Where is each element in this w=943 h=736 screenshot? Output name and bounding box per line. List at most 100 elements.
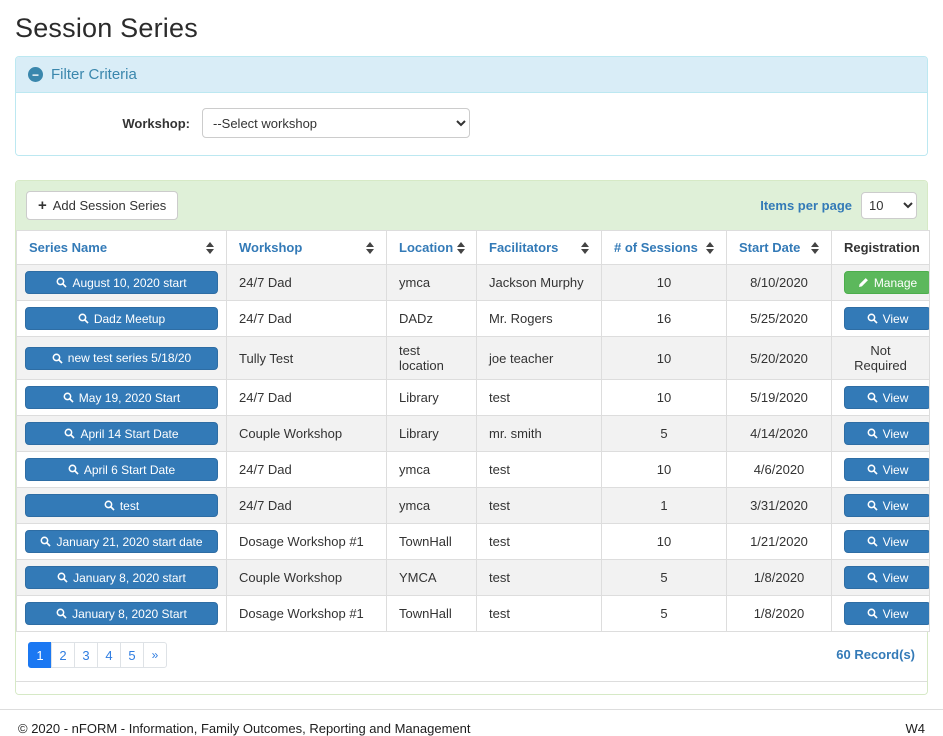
start-date-cell: 8/10/2020 [726,264,832,301]
table-row: August 10, 2020 start 24/7 Dad ymca Jack… [16,264,930,301]
facilitators-cell: test [476,595,602,632]
pencil-icon [858,277,869,288]
view-button[interactable]: View [844,458,929,481]
start-date-cell: 5/20/2020 [726,336,832,380]
search-icon [64,428,76,439]
add-session-series-label: Add Session Series [52,198,167,213]
page-title: Session Series [15,13,198,43]
location-cell: test location [386,336,477,380]
workshop-cell: 24/7 Dad [226,379,387,416]
search-icon [867,313,878,324]
registration-cell: View [831,523,930,560]
workshop-cell: Dosage Workshop #1 [226,523,387,560]
search-icon [56,277,68,288]
page-footer: © 2020 - nFORM - Information, Family Out… [0,709,943,736]
column-header-of-sessions[interactable]: # of Sessions [601,230,727,265]
start-date-cell: 5/19/2020 [726,379,832,416]
series-name-label: Dadz Meetup [93,311,166,326]
column-header-label: Workshop [239,240,303,255]
series-name-cell: April 14 Start Date [16,415,227,452]
page-button-2[interactable]: 2 [51,642,75,668]
panel-footer-strip [16,682,927,694]
view-button[interactable]: View [844,602,929,625]
search-icon [68,464,79,475]
view-button[interactable]: View [844,530,929,553]
sort-icon[interactable] [206,241,214,254]
column-header-label: Location [399,240,454,255]
sort-icon[interactable] [366,241,374,254]
series-name-button[interactable]: May 19, 2020 Start [25,386,218,409]
facilitators-cell: joe teacher [476,336,602,380]
filter-criteria-header[interactable]: − Filter Criteria [16,57,927,93]
sort-icon[interactable] [706,241,714,254]
series-name-label: April 6 Start Date [83,462,176,477]
series-name-button[interactable]: April 14 Start Date [25,422,218,445]
series-name-button[interactable]: August 10, 2020 start [25,271,218,294]
search-icon [867,464,878,475]
view-button[interactable]: View [844,386,929,409]
column-header-facilitators[interactable]: Facilitators [476,230,602,265]
column-header-series-name[interactable]: Series Name [16,230,227,265]
search-icon [867,428,878,439]
view-button[interactable]: View [844,494,929,517]
page-button-5[interactable]: 5 [120,642,144,668]
manage-button[interactable]: Manage [844,271,929,294]
search-icon [63,392,74,403]
view-button-label: View [882,390,909,405]
series-name-label: May 19, 2020 Start [78,390,181,405]
page-button-3[interactable]: 3 [74,642,98,668]
column-header-start-date[interactable]: Start Date [726,230,832,265]
page-button-1[interactable]: 1 [28,642,52,668]
view-button[interactable]: View [844,307,929,330]
facilitators-cell: test [476,523,602,560]
series-name-button[interactable]: Dadz Meetup [25,307,218,330]
workshop-cell: 24/7 Dad [226,300,387,337]
series-name-cell: January 21, 2020 start date [16,523,227,560]
sessions-count-cell: 5 [601,595,727,632]
add-session-series-button[interactable]: + Add Session Series [26,191,179,220]
table-row: January 8, 2020 start Couple Workshop YM… [16,559,930,596]
manage-button-label: Manage [873,275,918,290]
session-series-table: Series Name Workshop Location Facilitators #… [16,230,930,632]
registration-cell: View [831,300,930,337]
items-per-page-select[interactable]: 10 [861,192,917,219]
workshop-select[interactable]: --Select workshop [202,108,470,138]
search-icon [56,608,67,619]
series-name-button[interactable]: new test series 5/18/20 [25,346,218,370]
view-button[interactable]: View [844,422,929,445]
view-button-label: View [882,606,909,621]
series-name-button[interactable]: January 8, 2020 Start [25,602,218,625]
workshop-cell: 24/7 Dad [226,264,387,301]
sort-icon[interactable] [457,241,466,254]
view-button-label: View [882,534,909,549]
search-icon [867,500,878,511]
facilitators-cell: test [476,379,602,416]
filter-criteria-title: Filter Criteria [51,66,137,83]
series-name-cell: new test series 5/18/20 [16,336,227,380]
view-button-label: View [882,570,909,585]
view-button[interactable]: View [844,566,929,589]
table-row: test 24/7 Dad ymca test 1 3/31/2020 View [16,487,930,524]
facilitators-cell: Jackson Murphy [476,264,602,301]
series-name-cell: August 10, 2020 start [16,264,227,301]
sort-icon[interactable] [581,241,589,254]
registration-cell: Not Required [831,336,930,380]
facilitators-cell: Mr. Rogers [476,300,602,337]
sort-icon[interactable] [811,241,819,254]
next-page-button[interactable]: » [143,642,167,668]
collapse-minus-icon[interactable]: − [28,67,43,82]
plus-icon: + [38,197,47,214]
page-button-4[interactable]: 4 [97,642,121,668]
series-name-label: January 21, 2020 start date [56,534,203,549]
main-content: Session Series − Filter Criteria Worksho… [0,13,943,695]
series-name-button[interactable]: April 6 Start Date [25,458,218,481]
series-name-cell: May 19, 2020 Start [16,379,227,416]
column-header-location[interactable]: Location [386,230,477,265]
column-header-workshop[interactable]: Workshop [226,230,387,265]
series-name-button[interactable]: test [25,494,218,517]
search-icon [104,500,115,511]
registration-cell: View [831,451,930,488]
series-name-button[interactable]: January 21, 2020 start date [25,530,218,553]
series-name-button[interactable]: January 8, 2020 start [25,566,218,589]
table-header: Series Name Workshop Location Facilitators #… [16,230,930,265]
